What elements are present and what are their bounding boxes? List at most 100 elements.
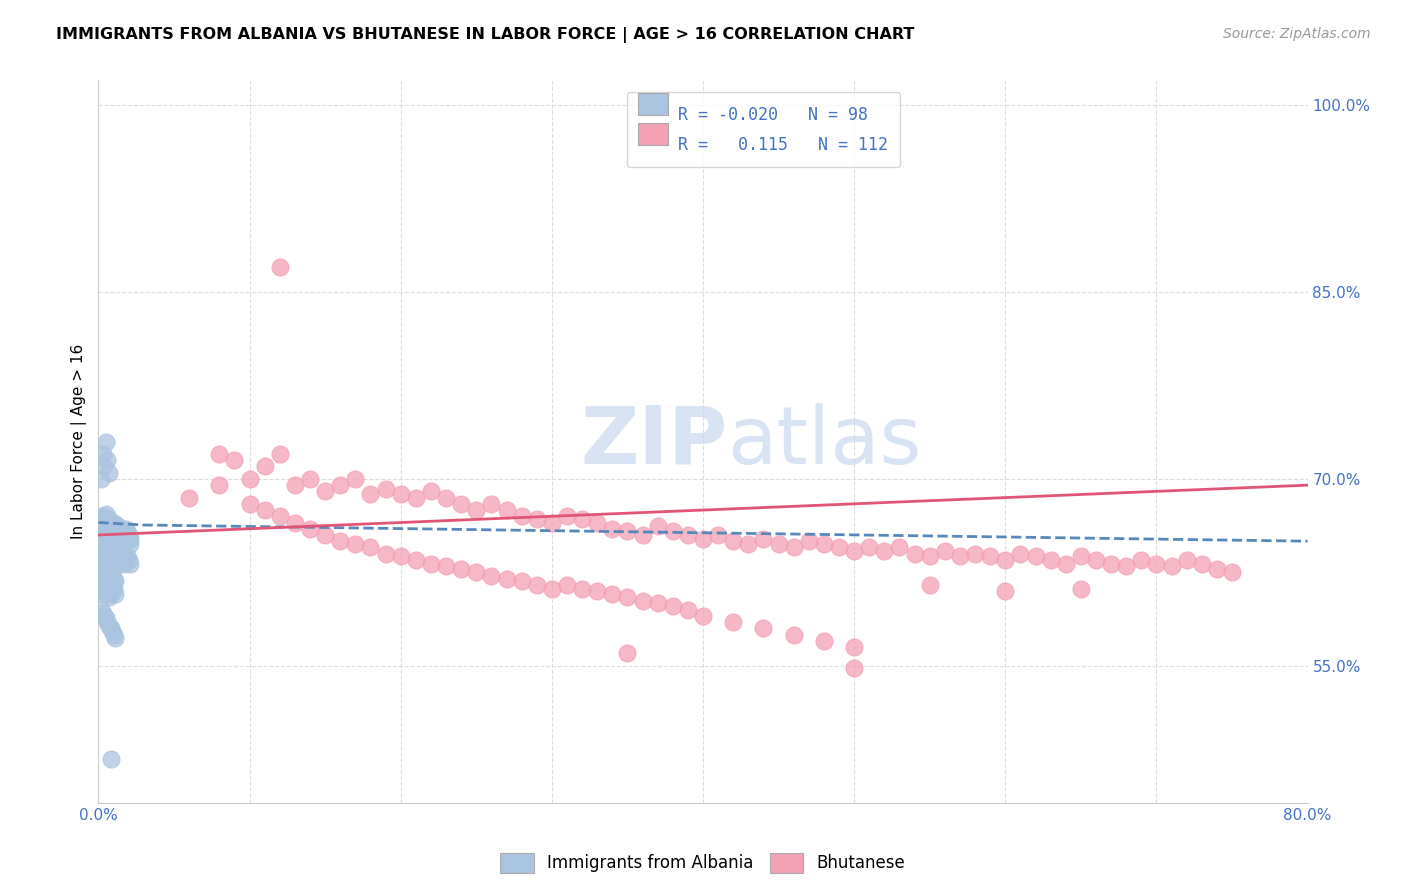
- Point: [389, 487, 412, 501]
- Point: [1099, 557, 1122, 571]
- Point: [104, 549, 127, 563]
- Point: [510, 574, 533, 588]
- Point: [90, 516, 112, 530]
- Point: [692, 609, 714, 624]
- Point: [94, 522, 117, 536]
- Point: [374, 547, 396, 561]
- Point: [108, 534, 131, 549]
- Point: [96, 528, 118, 542]
- Point: [111, 532, 134, 546]
- Point: [253, 503, 276, 517]
- Point: [1085, 553, 1108, 567]
- Point: [828, 541, 851, 555]
- Point: [94, 547, 117, 561]
- Point: [434, 491, 457, 505]
- Point: [1191, 557, 1213, 571]
- Point: [104, 586, 127, 600]
- Point: [105, 524, 128, 539]
- Point: [918, 549, 941, 563]
- Point: [752, 532, 775, 546]
- Point: [93, 582, 115, 596]
- Point: [98, 619, 121, 633]
- Point: [103, 544, 125, 558]
- Point: [93, 609, 115, 624]
- Point: [103, 582, 125, 596]
- Point: [91, 509, 114, 524]
- Point: [107, 519, 129, 533]
- Point: [555, 509, 578, 524]
- Point: [737, 537, 759, 551]
- Point: [90, 566, 112, 580]
- Point: [813, 633, 835, 648]
- Point: [93, 569, 115, 583]
- Point: [98, 574, 121, 588]
- Point: [110, 537, 132, 551]
- Point: [631, 528, 654, 542]
- Point: [115, 549, 138, 563]
- Point: [103, 572, 125, 586]
- Point: [586, 584, 609, 599]
- Point: [813, 537, 835, 551]
- Point: [783, 541, 806, 555]
- Point: [450, 561, 472, 575]
- Point: [114, 528, 136, 542]
- Point: [405, 553, 427, 567]
- Point: [90, 584, 112, 599]
- Point: [91, 561, 114, 575]
- Point: [101, 547, 124, 561]
- Point: [481, 497, 503, 511]
- Point: [94, 584, 117, 599]
- Point: [510, 509, 533, 524]
- Point: [104, 574, 127, 588]
- Point: [104, 632, 127, 646]
- Point: [96, 572, 118, 586]
- Point: [208, 447, 231, 461]
- Point: [299, 472, 322, 486]
- Point: [904, 547, 927, 561]
- Point: [723, 534, 745, 549]
- Point: [1130, 553, 1153, 567]
- Point: [844, 544, 866, 558]
- Point: [101, 624, 124, 638]
- Point: [100, 586, 122, 600]
- Point: [284, 516, 307, 530]
- Point: [100, 518, 122, 533]
- Point: [844, 661, 866, 675]
- Point: [934, 544, 956, 558]
- Text: Source: ZipAtlas.com: Source: ZipAtlas.com: [1223, 27, 1371, 41]
- Point: [344, 537, 367, 551]
- Point: [1024, 549, 1046, 563]
- Point: [104, 518, 127, 533]
- Point: [571, 512, 593, 526]
- Point: [420, 484, 443, 499]
- Point: [100, 569, 122, 583]
- Point: [111, 553, 134, 567]
- Text: IMMIGRANTS FROM ALBANIA VS BHUTANESE IN LABOR FORCE | AGE > 16 CORRELATION CHART: IMMIGRANTS FROM ALBANIA VS BHUTANESE IN …: [56, 27, 915, 43]
- Point: [115, 534, 138, 549]
- Point: [114, 553, 136, 567]
- Point: [1144, 557, 1167, 571]
- Point: [526, 578, 548, 592]
- Point: [91, 447, 114, 461]
- Point: [94, 611, 117, 625]
- Point: [239, 497, 262, 511]
- Point: [93, 459, 115, 474]
- Point: [91, 586, 114, 600]
- Point: [94, 434, 117, 449]
- Point: [1054, 557, 1077, 571]
- Point: [299, 522, 322, 536]
- Point: [101, 522, 124, 536]
- Text: ZIP: ZIP: [579, 402, 727, 481]
- Point: [118, 528, 141, 542]
- Point: [616, 591, 638, 605]
- Point: [329, 534, 352, 549]
- Point: [1220, 566, 1243, 580]
- Point: [239, 472, 262, 486]
- Point: [994, 553, 1017, 567]
- Point: [108, 553, 131, 567]
- Point: [93, 534, 115, 549]
- Point: [110, 528, 132, 542]
- Point: [112, 557, 135, 571]
- Point: [253, 459, 276, 474]
- Point: [586, 516, 609, 530]
